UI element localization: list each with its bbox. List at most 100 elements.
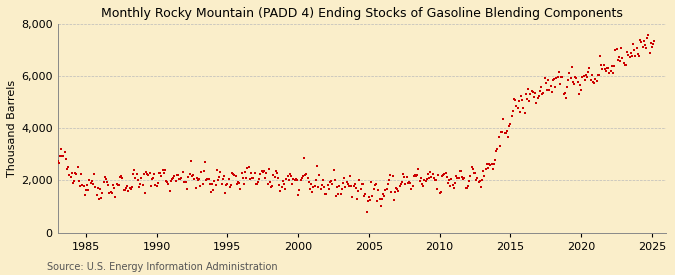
Point — [63, 165, 74, 169]
Point — [296, 175, 307, 180]
Point — [399, 174, 410, 179]
Point — [153, 181, 163, 185]
Point — [126, 187, 136, 192]
Point — [222, 181, 233, 186]
Point — [604, 71, 615, 75]
Point — [90, 184, 101, 189]
Point — [371, 182, 381, 186]
Point — [484, 162, 495, 166]
Point — [433, 172, 444, 177]
Point — [612, 57, 623, 62]
Point — [571, 75, 582, 80]
Point — [294, 188, 304, 193]
Point — [435, 189, 446, 194]
Point — [105, 190, 116, 194]
Point — [437, 174, 448, 178]
Point — [639, 43, 650, 47]
Point — [56, 147, 67, 151]
Point — [72, 165, 83, 170]
Point — [66, 171, 77, 175]
Point — [118, 188, 129, 192]
Point — [424, 175, 435, 180]
Point — [491, 149, 502, 153]
Point — [169, 174, 180, 178]
Point — [560, 91, 570, 95]
Point — [465, 174, 476, 178]
Point — [549, 77, 560, 82]
Point — [284, 178, 294, 183]
Point — [304, 187, 315, 191]
Point — [171, 172, 182, 177]
Point — [387, 174, 398, 178]
Point — [512, 105, 523, 110]
Point — [415, 175, 426, 180]
Point — [329, 177, 340, 182]
Point — [181, 180, 192, 184]
Point — [225, 182, 236, 187]
Point — [101, 177, 111, 182]
Point — [107, 190, 117, 195]
Point — [163, 182, 174, 186]
Point — [242, 166, 253, 171]
Point — [190, 186, 201, 190]
Point — [126, 185, 137, 189]
Point — [99, 175, 110, 179]
Point — [514, 109, 525, 114]
Point — [623, 53, 634, 57]
Point — [634, 54, 645, 58]
Point — [195, 184, 206, 189]
Point — [546, 90, 557, 94]
Point — [645, 40, 656, 45]
Point — [235, 187, 246, 191]
Point — [74, 178, 84, 183]
Point — [246, 170, 256, 175]
Point — [373, 188, 384, 192]
Point — [75, 183, 86, 188]
Point — [327, 182, 338, 186]
Point — [281, 177, 292, 182]
Point — [405, 180, 416, 185]
Point — [510, 98, 520, 103]
Point — [551, 75, 562, 80]
Point — [505, 122, 516, 126]
Point — [634, 38, 645, 42]
Point — [78, 184, 89, 188]
Point — [184, 172, 195, 177]
Point — [352, 197, 362, 201]
Point — [440, 171, 451, 175]
Point — [441, 174, 452, 179]
Point — [547, 78, 558, 82]
Point — [358, 182, 369, 186]
Point — [353, 189, 364, 193]
Point — [414, 179, 425, 183]
Point — [536, 85, 547, 89]
Point — [541, 81, 551, 85]
Point — [345, 174, 356, 178]
Point — [92, 185, 103, 190]
Point — [545, 84, 556, 88]
Point — [388, 197, 399, 202]
Point — [76, 171, 86, 176]
Point — [364, 194, 375, 199]
Point — [519, 111, 530, 115]
Point — [471, 178, 482, 183]
Point — [617, 56, 628, 60]
Point — [393, 189, 404, 193]
Point — [230, 174, 241, 178]
Point — [596, 63, 607, 67]
Point — [64, 173, 75, 177]
Point — [350, 182, 360, 186]
Point — [518, 106, 529, 111]
Point — [142, 172, 153, 176]
Point — [457, 175, 468, 179]
Point — [495, 130, 506, 134]
Point — [143, 173, 154, 177]
Point — [274, 183, 285, 187]
Point — [298, 155, 309, 160]
Point — [159, 168, 170, 172]
Point — [82, 183, 92, 188]
Point — [170, 178, 181, 183]
Point — [53, 161, 64, 165]
Point — [257, 170, 268, 174]
Point — [342, 181, 353, 186]
